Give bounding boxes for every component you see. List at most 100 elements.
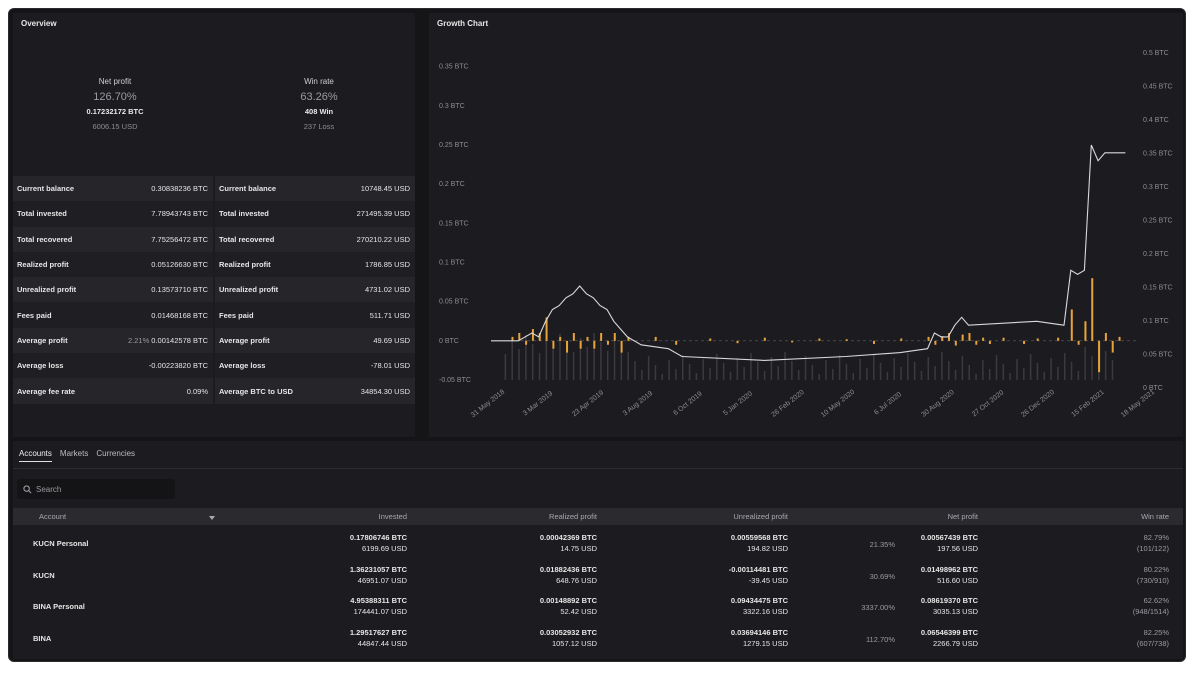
profit-bar	[545, 317, 548, 341]
realized-cell: 0.00148892 BTC 52.42 USD	[540, 595, 597, 617]
y-right-tick-label: 0.1 BTC	[1143, 318, 1169, 325]
realized-usd: 648.76 USD	[556, 575, 597, 585]
summary-value-wrap: 1786.85 USD	[365, 260, 410, 269]
balance-line	[491, 144, 1126, 361]
volume-bar	[770, 357, 773, 380]
summary-value: 271495.39 USD	[356, 209, 410, 219]
col-win-rate[interactable]: Win rate	[1141, 512, 1169, 521]
summary-value: 0.05126630 BTC	[151, 260, 208, 270]
summary-value: 511.71 USD	[369, 310, 410, 320]
table-row[interactable]: KUCN 1.36231057 BTC 46951.07 USD 0.01882436…	[13, 560, 1183, 591]
net-usd: 2266.79 USD	[932, 638, 978, 648]
volume-bar	[688, 364, 691, 380]
volume-bar	[702, 359, 704, 380]
summary-key: Total recovered	[17, 234, 73, 244]
volume-bar	[784, 352, 786, 380]
volume-bar	[1111, 360, 1114, 380]
table-row[interactable]: BINA Personal 4.95388311 BTC 174441.07 USD…	[13, 591, 1183, 622]
realized-usd: 1057.12 USD	[551, 638, 597, 648]
y-right-tick-label: 0.4 BTC	[1143, 117, 1169, 124]
summary-value: 4731.02 USD	[364, 285, 410, 295]
volume-bar	[668, 360, 670, 380]
summary-value-wrap: 0.01468168 BTC	[151, 311, 208, 320]
volume-bar	[893, 358, 895, 380]
col-invested[interactable]: Invested	[378, 512, 407, 521]
tab-accounts[interactable]: Accounts	[19, 449, 52, 462]
invested-btc: 4.95388311 BTC	[350, 596, 407, 605]
summary-value-wrap: 49.69 USD	[373, 336, 410, 345]
table-row[interactable]: BINA 1.29517627 BTC 44847.44 USD 0.03052932…	[13, 623, 1183, 654]
invested-cell: 1.36231057 BTC 46951.07 USD	[350, 564, 407, 586]
volume-bar	[722, 363, 725, 380]
summary-value-wrap: 34854.30 USD	[361, 387, 410, 396]
search-input[interactable]	[36, 484, 166, 494]
summary-value-wrap: 4731.02 USD	[365, 285, 410, 294]
volume-bar	[641, 370, 643, 380]
unrealized-btc: 0.00559568 BTC	[730, 533, 788, 542]
volume-bar	[1023, 368, 1025, 380]
summary-value-wrap: -78.01 USD	[371, 361, 410, 370]
volume-bar	[872, 354, 875, 380]
volume-bar	[1043, 372, 1046, 380]
profit-bar	[948, 333, 951, 341]
col-realized-profit[interactable]: Realized profit	[549, 512, 597, 521]
y-left-tick-label: 0 BTC	[439, 338, 459, 345]
net-profit-pct: 21.35%	[869, 540, 895, 549]
summary-value-wrap: 7.78943743 BTC	[151, 209, 208, 218]
volume-bar	[907, 353, 909, 380]
win-rate-cell: 82.25% (607/738)	[1137, 627, 1169, 649]
col-unrealized-profit[interactable]: Unrealized profit	[733, 512, 788, 521]
summary-value-wrap: 270210.22 USD	[357, 235, 410, 244]
summary-key: Average fee rate	[17, 386, 76, 396]
volume-bar	[879, 363, 882, 380]
profit-bar	[1057, 337, 1060, 341]
col-net-profit[interactable]: Net profit	[947, 512, 978, 521]
profit-bar	[606, 340, 609, 345]
volume-bar	[613, 337, 616, 380]
volume-bar	[511, 340, 513, 380]
x-tick-label: 3 Aug 2019	[622, 390, 654, 417]
summary-row: Current balance 0.30838236 BTC	[13, 176, 213, 202]
y-right-tick-label: 0.45 BTC	[1143, 84, 1173, 91]
volume-bar	[1009, 373, 1011, 380]
unrealized-usd: 3322.16 USD	[742, 607, 788, 616]
table-row[interactable]: KUCN Personal 0.17806746 BTC 6199.69 USD 0.…	[13, 528, 1183, 559]
volume-bar	[988, 369, 991, 380]
profit-bar	[613, 333, 616, 341]
y-left-tick-label: 0.2 BTC	[439, 181, 465, 188]
overview-panel: Overview Net profit 126.70% 0.17232172 B…	[13, 13, 415, 437]
net-profit-cell: 0.01498962 BTC 516.60 USD	[921, 564, 978, 586]
summary-value: 7.78943743 BTC	[151, 209, 208, 219]
net-usd: 197.56 USD	[937, 544, 978, 553]
volume-bar	[954, 370, 957, 380]
volume-bar	[1002, 364, 1005, 380]
x-tick-label: 15 Feb 2021	[1070, 389, 1105, 419]
net-profit-pct: 126.70%	[93, 91, 137, 103]
realized-btc: 0.03052932 BTC	[539, 627, 597, 637]
win-ratio: (607/738)	[1136, 638, 1169, 648]
win-pct: 82.79%	[1143, 533, 1169, 542]
tab-markets[interactable]: Markets	[59, 449, 89, 458]
net-usd: 516.60 USD	[937, 575, 978, 585]
summary-key: Fees paid	[219, 310, 254, 320]
unrealized-cell: 0.03694146 BTC 1279.15 USD	[731, 627, 788, 649]
y-left-tick-label: 0.1 BTC	[439, 260, 465, 267]
summary-value-wrap: 0.05126630 BTC	[151, 260, 208, 269]
profit-bar	[559, 336, 562, 341]
volume-bar	[763, 371, 766, 380]
volume-bar	[913, 362, 916, 380]
win-ratio: (101/122)	[1136, 544, 1169, 553]
summary-value: 0.30838236 BTC	[151, 184, 208, 194]
col-account[interactable]: Account	[39, 512, 67, 521]
x-tick-label: 26 Feb 2020	[770, 389, 805, 419]
sort-down-icon[interactable]	[209, 513, 215, 522]
realized-cell: 0.03052932 BTC 1057.12 USD	[540, 627, 597, 649]
x-tick-label: 10 May 2020	[820, 389, 856, 419]
volume-bar	[566, 343, 568, 380]
x-tick-label: 26 Dec 2020	[1020, 389, 1056, 419]
net-profit-cell: 0.06546399 BTC 2266.79 USD	[921, 627, 978, 649]
tab-currencies[interactable]: Currencies	[96, 449, 136, 458]
volume-bar	[1084, 347, 1086, 380]
account-name: KUCN Personal	[33, 539, 89, 548]
profit-bar	[961, 334, 964, 341]
